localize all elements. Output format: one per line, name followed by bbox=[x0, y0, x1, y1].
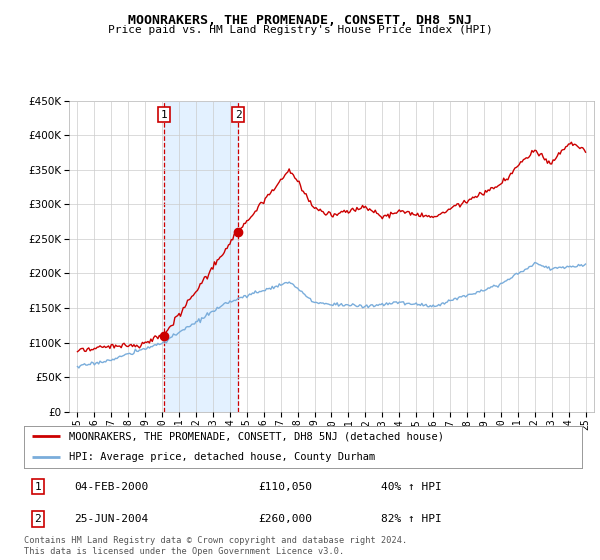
Text: Contains HM Land Registry data © Crown copyright and database right 2024.
This d: Contains HM Land Registry data © Crown c… bbox=[24, 536, 407, 556]
Text: MOONRAKERS, THE PROMENADE, CONSETT, DH8 5NJ: MOONRAKERS, THE PROMENADE, CONSETT, DH8 … bbox=[128, 14, 472, 27]
Text: Price paid vs. HM Land Registry's House Price Index (HPI): Price paid vs. HM Land Registry's House … bbox=[107, 25, 493, 35]
Bar bbox=[164, 101, 238, 412]
Text: £110,050: £110,050 bbox=[259, 482, 313, 492]
Text: 40% ↑ HPI: 40% ↑ HPI bbox=[381, 482, 442, 492]
Text: 04-FEB-2000: 04-FEB-2000 bbox=[74, 482, 148, 492]
Text: 82% ↑ HPI: 82% ↑ HPI bbox=[381, 514, 442, 524]
Text: £260,000: £260,000 bbox=[259, 514, 313, 524]
Text: 1: 1 bbox=[160, 110, 167, 120]
Text: 2: 2 bbox=[35, 514, 41, 524]
Text: 1: 1 bbox=[35, 482, 41, 492]
Text: 2: 2 bbox=[235, 110, 241, 120]
Text: MOONRAKERS, THE PROMENADE, CONSETT, DH8 5NJ (detached house): MOONRAKERS, THE PROMENADE, CONSETT, DH8 … bbox=[68, 431, 443, 441]
Text: 25-JUN-2004: 25-JUN-2004 bbox=[74, 514, 148, 524]
Text: HPI: Average price, detached house, County Durham: HPI: Average price, detached house, Coun… bbox=[68, 452, 375, 462]
